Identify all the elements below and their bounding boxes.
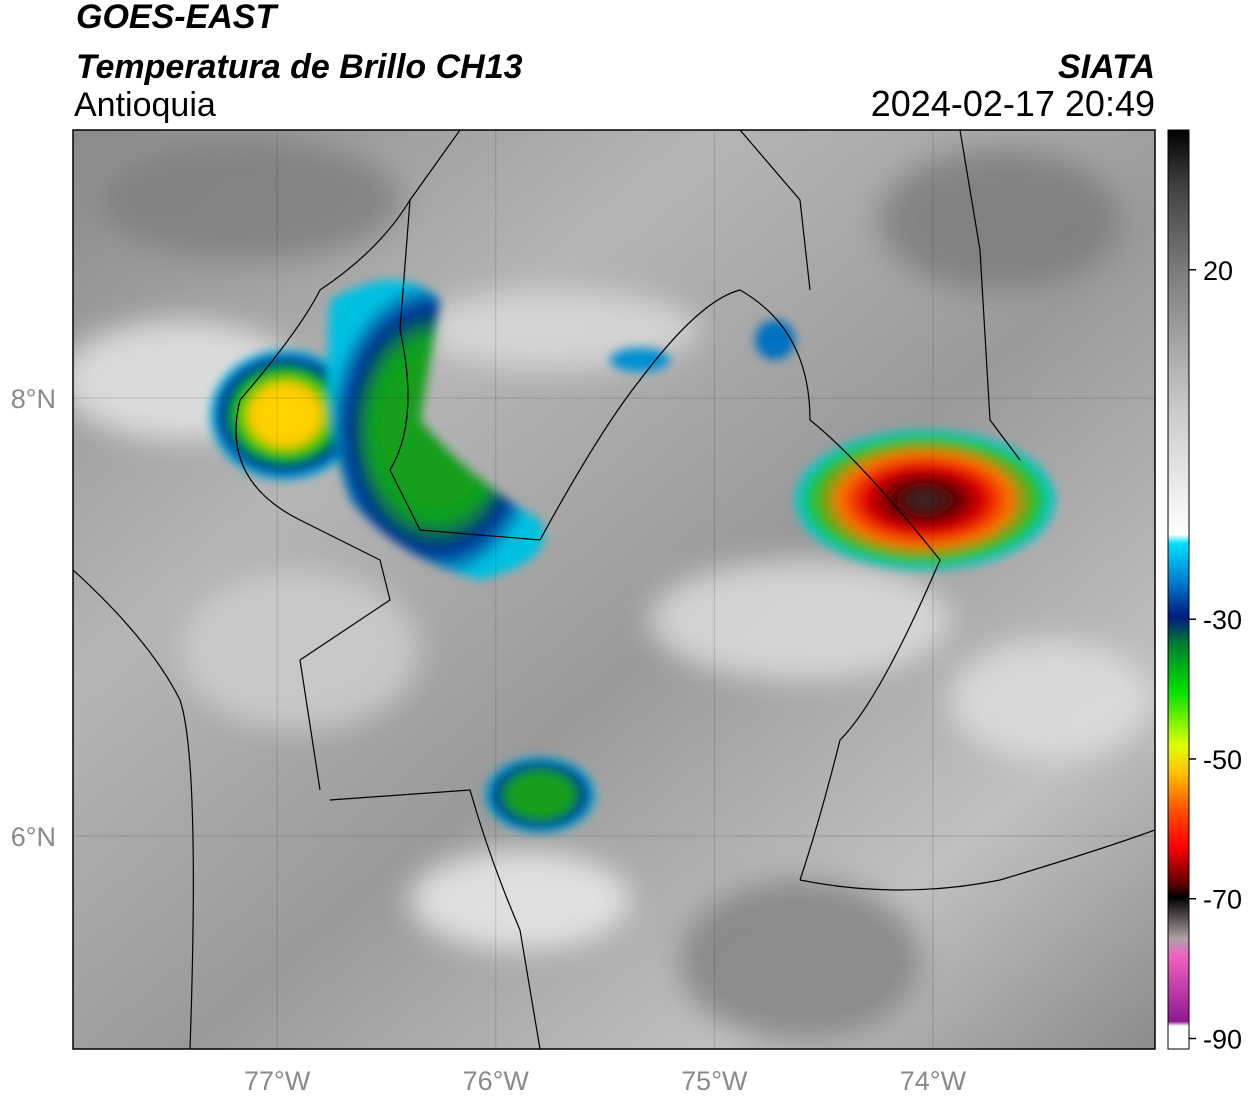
colorbar-tick-label: -70 xyxy=(1203,885,1242,915)
lon-tick-label: 74°W xyxy=(900,1066,967,1096)
colorbar-frame xyxy=(1167,129,1190,1050)
colorbar-tick-label: -90 xyxy=(1203,1025,1242,1055)
subtitle: Temperatura de Brillo CH13 xyxy=(76,48,523,86)
lon-tick-label: 76°W xyxy=(463,1066,530,1096)
map-area xyxy=(73,130,1155,1049)
colorbar-tick-label: -50 xyxy=(1203,745,1242,775)
colorbar-tick-label: -30 xyxy=(1203,605,1242,635)
graticule xyxy=(73,130,1155,1049)
datetime: 2024-02-17 20:49 xyxy=(871,83,1155,124)
lon-tick-label: 77°W xyxy=(244,1066,311,1096)
source: SIATA xyxy=(1058,48,1155,86)
region: Antioquia xyxy=(74,86,216,124)
storm-cells xyxy=(210,280,1055,833)
colorbar xyxy=(1168,130,1189,1049)
title: GOES-EAST xyxy=(76,0,279,36)
lat-tick-label: 6°N xyxy=(11,822,56,852)
lat-tick-label: 8°N xyxy=(11,384,56,414)
boundaries xyxy=(73,130,1155,1049)
colorbar-tick-label: 20 xyxy=(1203,256,1233,286)
cloud-texture xyxy=(73,140,1150,1040)
map-frame xyxy=(72,129,1156,1050)
lon-tick-label: 75°W xyxy=(681,1066,748,1096)
